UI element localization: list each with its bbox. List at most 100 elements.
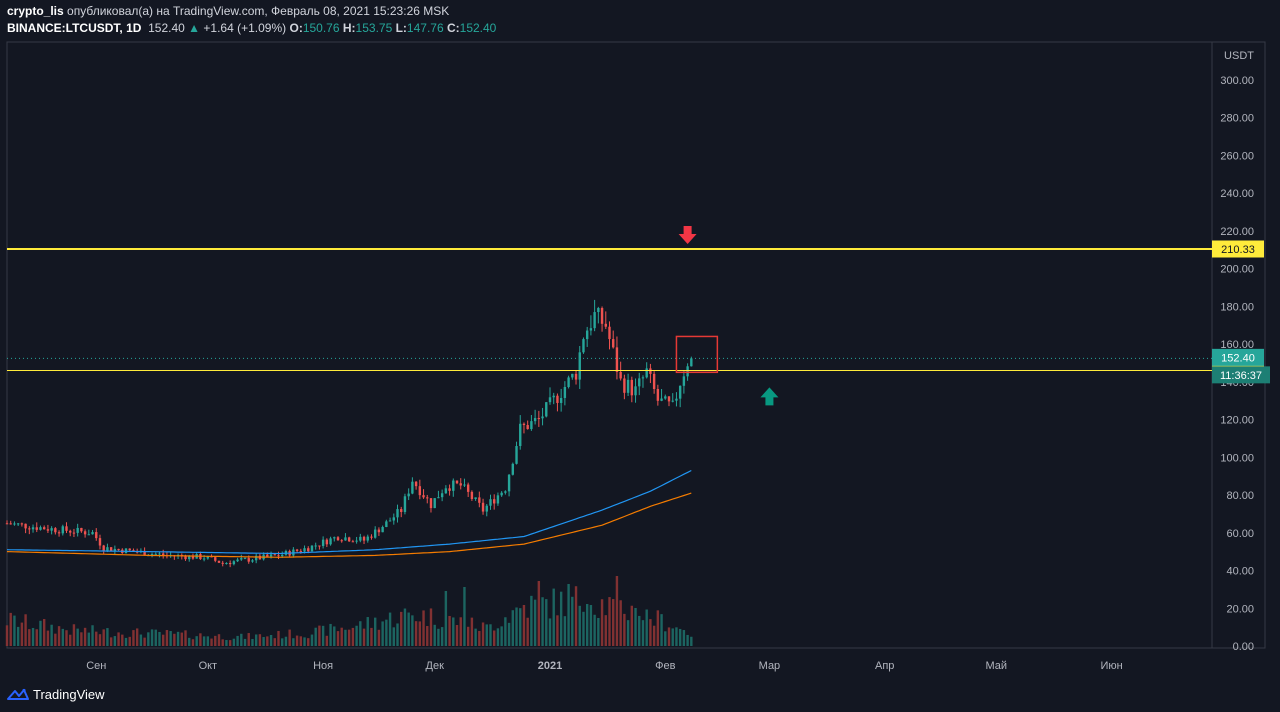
candle-body[interactable]	[396, 509, 399, 518]
candle-body[interactable]	[388, 520, 392, 522]
candle-body[interactable]	[61, 526, 64, 534]
candle-body[interactable]	[191, 555, 195, 559]
candle-body[interactable]	[678, 385, 682, 399]
candle-body[interactable]	[496, 495, 500, 504]
candle-body[interactable]	[31, 527, 35, 530]
candle-body[interactable]	[347, 537, 351, 542]
candle-body[interactable]	[225, 563, 228, 565]
candle-body[interactable]	[321, 539, 325, 546]
candle-body[interactable]	[336, 537, 340, 541]
candle-body[interactable]	[69, 530, 72, 533]
candle-body[interactable]	[307, 548, 310, 552]
candle-body[interactable]	[214, 557, 217, 561]
candle-body[interactable]	[559, 397, 563, 403]
candle-body[interactable]	[500, 492, 503, 496]
candle-body[interactable]	[571, 373, 574, 378]
candle-body[interactable]	[232, 561, 236, 565]
candle-body[interactable]	[359, 536, 362, 541]
candle-body[interactable]	[515, 446, 518, 464]
candle-body[interactable]	[656, 389, 660, 401]
candle-body[interactable]	[686, 366, 689, 377]
candle-body[interactable]	[485, 505, 488, 512]
candle-body[interactable]	[489, 499, 492, 506]
candle-body[interactable]	[251, 560, 254, 562]
candle-body[interactable]	[470, 491, 474, 499]
candle-body[interactable]	[162, 553, 165, 556]
candle-body[interactable]	[407, 493, 410, 497]
candle-body[interactable]	[452, 480, 455, 491]
candle-body[interactable]	[273, 554, 276, 556]
candle-body[interactable]	[57, 532, 61, 534]
highlight-box[interactable]	[675, 335, 719, 374]
candle-body[interactable]	[385, 521, 388, 528]
candle-body[interactable]	[247, 558, 250, 562]
candle-body[interactable]	[507, 474, 511, 492]
candle-body[interactable]	[690, 358, 693, 367]
candle-body[interactable]	[600, 308, 604, 324]
candle-body[interactable]	[478, 497, 481, 503]
candle-body[interactable]	[522, 423, 526, 426]
candle-body[interactable]	[362, 536, 366, 541]
candle-body[interactable]	[437, 497, 440, 499]
candle-body[interactable]	[5, 523, 9, 525]
candle-body[interactable]	[217, 560, 221, 563]
candle-body[interactable]	[65, 526, 68, 531]
candle-body[interactable]	[329, 538, 332, 545]
candle-body[interactable]	[604, 323, 607, 327]
candle-body[interactable]	[355, 540, 358, 542]
candle-body[interactable]	[102, 545, 105, 552]
candle-body[interactable]	[83, 531, 87, 535]
candle-body[interactable]	[228, 563, 232, 565]
candle-body[interactable]	[221, 562, 224, 564]
candle-body[interactable]	[433, 498, 436, 509]
candle-body[interactable]	[630, 379, 634, 396]
candle-body[interactable]	[381, 527, 384, 533]
candle-body[interactable]	[158, 553, 161, 555]
candle-body[interactable]	[35, 527, 38, 530]
candle-body[interactable]	[649, 368, 652, 374]
candle-body[interactable]	[98, 538, 102, 546]
candle-body[interactable]	[578, 352, 581, 380]
arrow-up-icon[interactable]	[760, 387, 779, 406]
candle-body[interactable]	[314, 545, 317, 547]
candle-body[interactable]	[493, 499, 496, 504]
candle-body[interactable]	[418, 486, 422, 496]
candle-body[interactable]	[340, 540, 343, 542]
candle-body[interactable]	[299, 550, 303, 552]
candle-body[interactable]	[671, 400, 674, 402]
candle-body[interactable]	[277, 555, 280, 557]
candle-body[interactable]	[269, 554, 273, 557]
candle-body[interactable]	[511, 463, 515, 475]
candle-body[interactable]	[202, 558, 206, 560]
candle-body[interactable]	[266, 554, 269, 557]
candle-body[interactable]	[400, 509, 403, 512]
candle-body[interactable]	[641, 377, 645, 379]
candle-body[interactable]	[206, 556, 210, 559]
candle-body[interactable]	[589, 328, 593, 331]
candle-body[interactable]	[113, 548, 117, 551]
candle-body[interactable]	[403, 496, 407, 512]
candle-body[interactable]	[537, 418, 541, 420]
candle-body[interactable]	[474, 497, 477, 499]
candle-body[interactable]	[608, 326, 611, 340]
candle-body[interactable]	[50, 528, 53, 531]
candle-body[interactable]	[95, 532, 98, 539]
price-chart[interactable]: 300.00 280.00 260.00 240.00 220.00 200.00 180.…	[0, 40, 1280, 680]
candle-body[interactable]	[619, 371, 622, 379]
candle-body[interactable]	[351, 541, 355, 543]
candle-body[interactable]	[370, 536, 373, 538]
candle-body[interactable]	[80, 527, 83, 532]
candle-body[interactable]	[638, 378, 641, 387]
candle-body[interactable]	[188, 555, 191, 560]
candle-body[interactable]	[675, 398, 678, 401]
candle-body[interactable]	[281, 554, 284, 557]
candle-body[interactable]	[582, 339, 585, 353]
candle-body[interactable]	[109, 547, 113, 551]
candle-body[interactable]	[236, 559, 239, 562]
candle-body[interactable]	[593, 312, 596, 329]
candle-body[interactable]	[414, 481, 418, 487]
author-name[interactable]: crypto_lis	[7, 4, 64, 18]
candle-body[interactable]	[563, 386, 567, 398]
candle-body[interactable]	[240, 558, 243, 560]
candle-body[interactable]	[295, 549, 299, 551]
